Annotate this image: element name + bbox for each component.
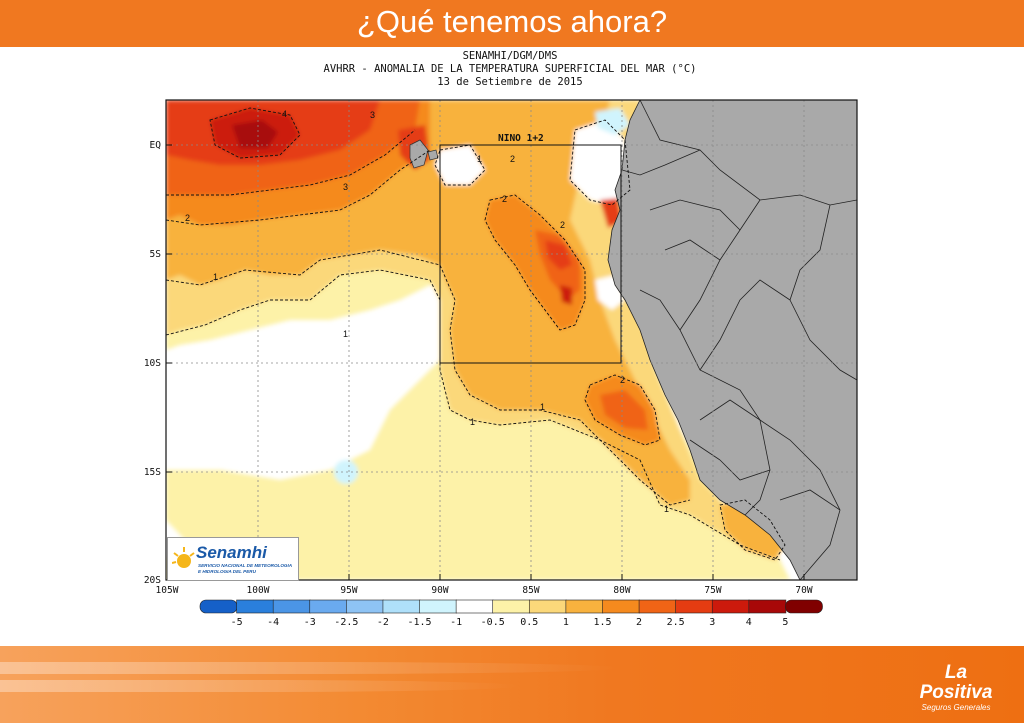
- nino-1-2-region-box: [439, 144, 622, 364]
- lon-label: 90W: [431, 585, 448, 596]
- lat-label: 10S: [144, 358, 161, 369]
- contour-label: 1: [540, 402, 545, 412]
- anomaly-area-coast-cool: [570, 120, 630, 205]
- anomaly-area-2b: [485, 195, 585, 330]
- map-ticks: [166, 144, 805, 580]
- colorbar-swatch: [492, 599, 531, 614]
- map-header: SENAMHI/DGM/DMS AVHRR - ANOMALIA DE LA T…: [300, 50, 720, 89]
- contour-label: 3: [370, 110, 375, 120]
- colorbar-label: -4: [267, 617, 279, 628]
- contour-label: 4: [282, 109, 287, 119]
- lon-label: 70W: [795, 585, 812, 596]
- senamhi-subtitle: SERVICIO NACIONAL DE METEOROLOGIA E HIDR…: [198, 563, 292, 574]
- country-borders: [621, 100, 857, 580]
- colorbar-swatch: [748, 599, 787, 614]
- contour-label: 2: [185, 213, 190, 223]
- colorbar-label: -1.5: [407, 617, 431, 628]
- anomaly-area-5: [232, 120, 278, 148]
- lat-label: 15S: [144, 467, 161, 478]
- footer-streak: [0, 680, 520, 692]
- brand-subtitle: Seguros Generales: [921, 703, 991, 712]
- lon-label: 105W: [156, 585, 179, 596]
- slide-title: ¿Qué tenemos ahora?: [356, 4, 668, 39]
- colorbar-swatch: [382, 599, 421, 614]
- lon-label: 85W: [522, 585, 539, 596]
- colorbar-swatch: [785, 599, 823, 614]
- colorbar-label: -3: [304, 617, 316, 628]
- colorbar-label: -0.5: [481, 617, 505, 628]
- colorbar-label: 4: [746, 617, 752, 628]
- colorbar-swatch: [236, 599, 274, 614]
- map-frame: [165, 99, 858, 581]
- anomaly-area-galapagos-cool: [435, 145, 485, 185]
- map-source: SENAMHI/DGM/DMS: [462, 50, 558, 62]
- anomaly-area-cool-blue: [595, 108, 630, 135]
- lon-label: 75W: [704, 585, 721, 596]
- contour-label: 2: [620, 375, 625, 385]
- colorbar-label: 1: [563, 617, 569, 628]
- colorbar-label: 2.5: [667, 617, 685, 628]
- colorbar-swatch: [272, 599, 311, 614]
- colorbar-label: 3: [709, 617, 715, 628]
- colorbar-swatch: [675, 599, 714, 614]
- lon-label: 95W: [340, 585, 357, 596]
- colorbar-swatch: [419, 599, 457, 614]
- footer-band: [0, 646, 1024, 723]
- land-mass: [607, 100, 857, 580]
- colorbar: [199, 599, 823, 614]
- brand-name: La Positiva: [919, 662, 993, 703]
- contour-label: 2: [560, 220, 565, 230]
- anomaly-fields: 1 1 1 1 1 1 2 2 2 2 2 3 3 4 NINO 1+2: [166, 100, 857, 580]
- lat-label: EQ: [150, 140, 162, 151]
- sun-icon: [172, 547, 195, 568]
- anomaly-area-3b: [545, 240, 572, 270]
- contour-label: 1: [470, 417, 475, 427]
- nino-1-2-label: NINO 1+2: [498, 133, 544, 144]
- colorbar-label: -5: [231, 617, 243, 628]
- anomaly-area-4b: [560, 285, 572, 305]
- senamhi-name: Senamhi: [196, 543, 267, 562]
- colorbar-label: -1: [450, 617, 462, 628]
- contour-label: 1: [477, 154, 482, 164]
- map-date: 13 de Setiembre de 2015: [437, 76, 583, 88]
- contour-label: 2: [510, 154, 515, 164]
- colorbar-swatch: [638, 599, 677, 614]
- contour-label: 2: [502, 194, 507, 204]
- colorbar-swatch: [455, 599, 494, 614]
- lon-label: 80W: [613, 585, 630, 596]
- senamhi-logo: Senamhi SERVICIO NACIONAL DE METEOROLOGI…: [167, 537, 299, 581]
- footer-streak: [0, 662, 620, 674]
- colorbar-label: 5: [782, 617, 788, 628]
- colorbar-label: 1.5: [593, 617, 611, 628]
- colorbar-swatch: [309, 599, 348, 614]
- lat-label: 5S: [150, 249, 162, 260]
- colorbar-swatch: [711, 599, 750, 614]
- colorbar-swatch: [346, 599, 384, 614]
- contour-label: 1: [343, 329, 348, 339]
- anomaly-area-1-5b: [720, 500, 785, 560]
- contour-label: 1: [664, 504, 669, 514]
- title-bar: [0, 0, 1024, 47]
- contour-label: 1: [213, 272, 218, 282]
- colorbar-label: 0.5: [520, 617, 538, 628]
- lon-label: 100W: [247, 585, 270, 596]
- contour-label: 3: [343, 182, 348, 192]
- anomaly-area-2-5c: [600, 390, 648, 430]
- map-title: AVHRR - ANOMALIA DE LA TEMPERATURA SUPER…: [323, 63, 697, 75]
- colorbar-swatch: [602, 599, 640, 614]
- lat-label: 20S: [144, 575, 161, 586]
- colorbar-labels: -5 -4 -3 -2.5 -2 -1.5 -1 -0.5 0.5 1 1.5 2 2.5 3 4 5: [231, 617, 789, 628]
- colorbar-label: 2: [636, 617, 642, 628]
- colorbar-swatch: [565, 599, 604, 614]
- colorbar-label: -2: [377, 617, 389, 628]
- anomaly-area-0-5b: [166, 470, 210, 520]
- la-positiva-logo: La Positiva Seguros Generales: [906, 663, 1006, 713]
- colorbar-swatch: [528, 599, 567, 614]
- colorbar-label: -2.5: [334, 617, 358, 628]
- colorbar-swatch: [199, 599, 238, 614]
